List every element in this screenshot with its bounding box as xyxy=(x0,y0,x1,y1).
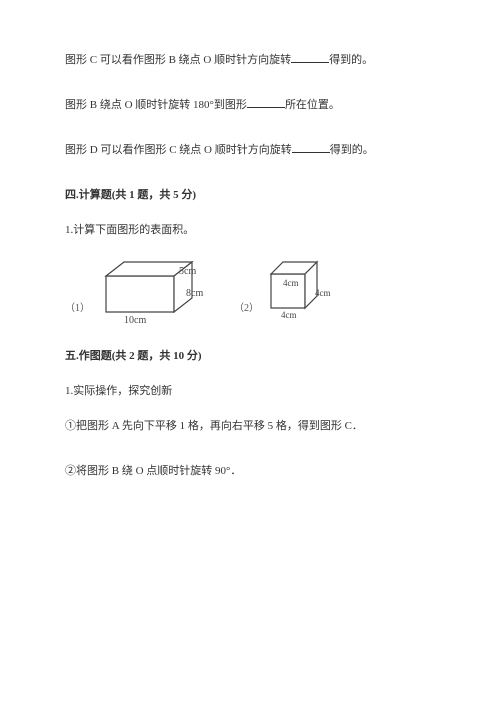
section5-q1: 1.实际操作，探究创新 xyxy=(65,381,435,402)
paragraph-2: 图形 B 绕点 O 顺时针旋转 180°到图形 所在位置。 xyxy=(65,95,435,116)
section4-heading: 四.计算题(共 1 题，共 5 分) xyxy=(65,185,435,206)
paragraph-1: 图形 C 可以看作图形 B 绕点 O 顺时针方向旋转 得到的。 xyxy=(65,50,435,71)
cube-front: 4cm xyxy=(283,278,299,288)
figure-1-wrap: （1） 5cm 8cm 10cm xyxy=(65,254,206,324)
cube-bottom: 4cm xyxy=(281,310,297,320)
cube-side: 4cm xyxy=(315,288,331,298)
cuboid-l: 10cm xyxy=(124,315,146,324)
p1-text-b: 得到的。 xyxy=(329,54,373,66)
figure-row: （1） 5cm 8cm 10cm （2） 4cm 4cm 4cm xyxy=(65,254,435,324)
cuboid-h: 5cm xyxy=(179,266,196,277)
section5-q1-1: ①把图形 A 先向下平移 1 格，再向右平移 5 格，得到图形 C． xyxy=(65,416,435,437)
section5-q1-2: ②将图形 B 绕 O 点顺时针旋转 90°． xyxy=(65,461,435,482)
blank-3 xyxy=(292,141,330,153)
paragraph-3: 图形 D 可以看作图形 C 绕点 O 顺时针方向旋转 得到的。 xyxy=(65,140,435,161)
cube-figure: 4cm 4cm 4cm xyxy=(265,254,343,324)
page-content: 图形 C 可以看作图形 B 绕点 O 顺时针方向旋转得到的。 图形 B 绕点 O… xyxy=(0,0,500,536)
section5-heading: 五.作图题(共 2 题，共 10 分) xyxy=(65,346,435,367)
cuboid-w: 8cm xyxy=(186,288,203,299)
blank-2 xyxy=(247,96,285,108)
p2-text-b: 所在位置。 xyxy=(285,99,340,111)
figure-2-label: （2） xyxy=(234,299,259,318)
p1-text-a: 图形 C 可以看作图形 B 绕点 O 顺时针方向旋转 xyxy=(65,54,291,66)
figure-2-wrap: （2） 4cm 4cm 4cm xyxy=(234,254,343,324)
cuboid-figure: 5cm 8cm 10cm xyxy=(96,254,206,324)
p3-text-b: 得到的。 xyxy=(330,144,374,156)
p3-text-a: 图形 D 可以看作图形 C 绕点 O 顺时针方向旋转 xyxy=(65,144,292,156)
section4-q1: 1.计算下面图形的表面积。 xyxy=(65,220,435,241)
p2-text-a: 图形 B 绕点 O 顺时针旋转 180°到图形 xyxy=(65,99,247,111)
figure-1-label: （1） xyxy=(65,299,90,318)
blank-1 xyxy=(291,51,329,63)
